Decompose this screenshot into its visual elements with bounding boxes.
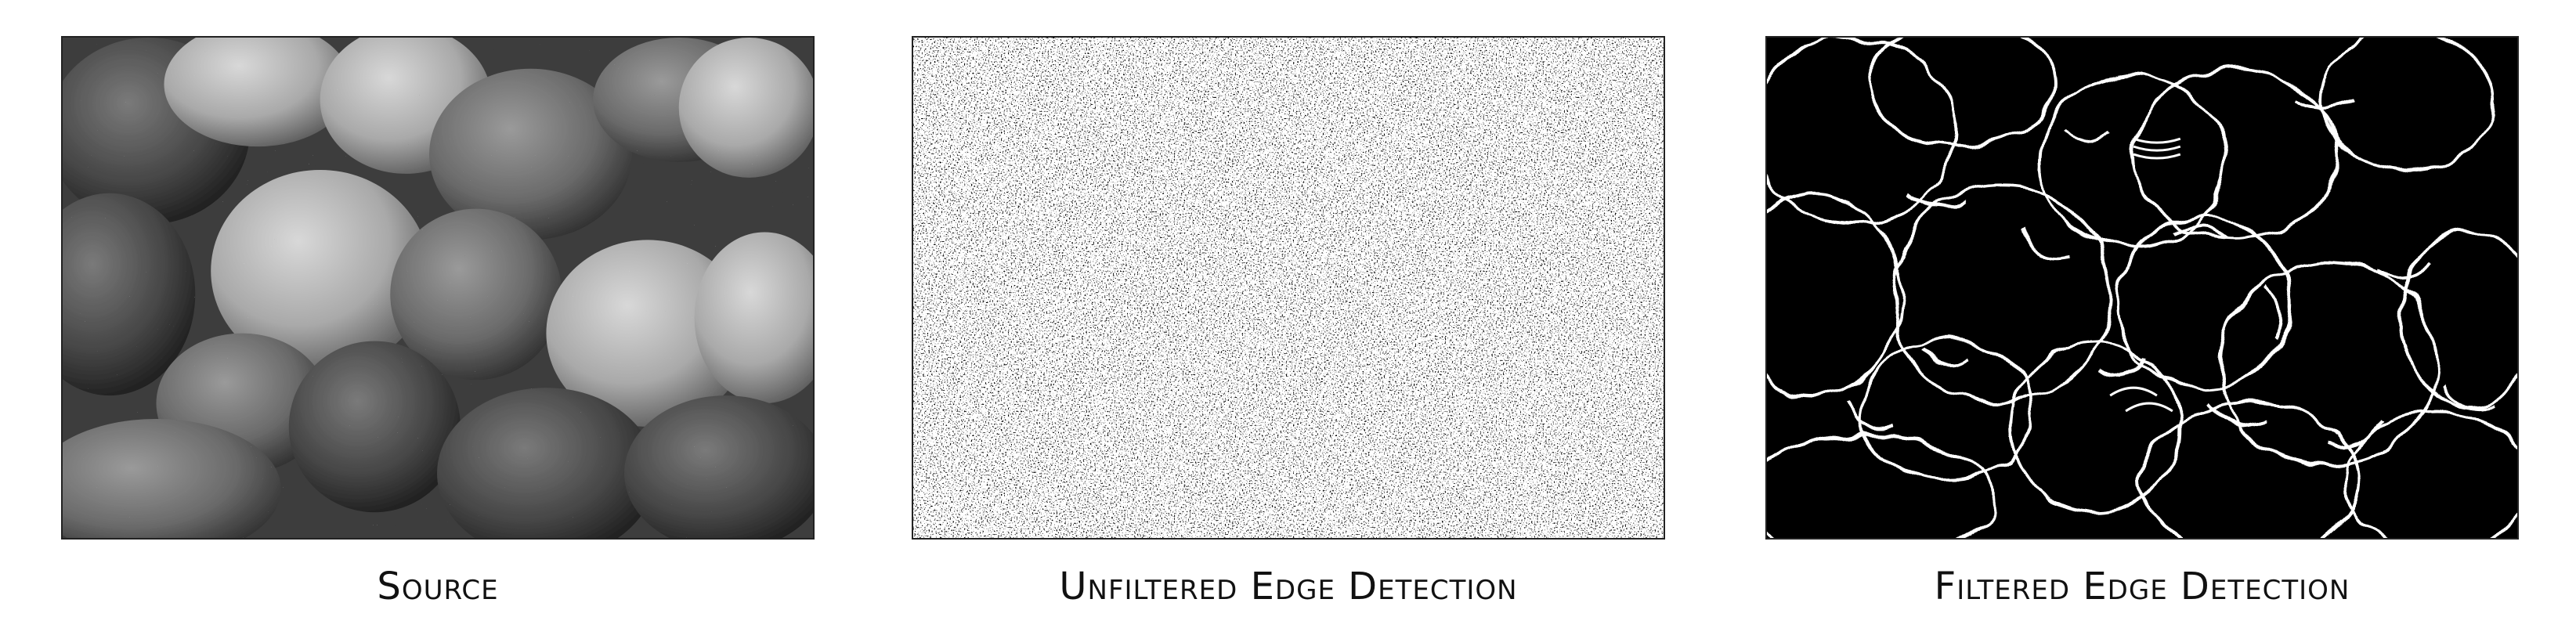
- panel-filtered: Filtered Edge Detection: [1765, 36, 2519, 605]
- unfiltered-edge-map: [913, 38, 1664, 538]
- filtered-edge-image: [1765, 36, 2519, 540]
- noisy-peppers-photo: [63, 38, 813, 538]
- panel-source: Source: [61, 36, 815, 605]
- filtered-edge-map: [1767, 38, 2517, 538]
- unfiltered-edge-image: [912, 36, 1665, 540]
- unfiltered-caption: Unfiltered Edge Detection: [1059, 565, 1518, 608]
- filtered-caption: Filtered Edge Detection: [1934, 565, 2350, 608]
- source-caption: Source: [377, 565, 499, 608]
- source-image: [61, 36, 815, 540]
- panel-unfiltered: Unfiltered Edge Detection: [912, 36, 1665, 605]
